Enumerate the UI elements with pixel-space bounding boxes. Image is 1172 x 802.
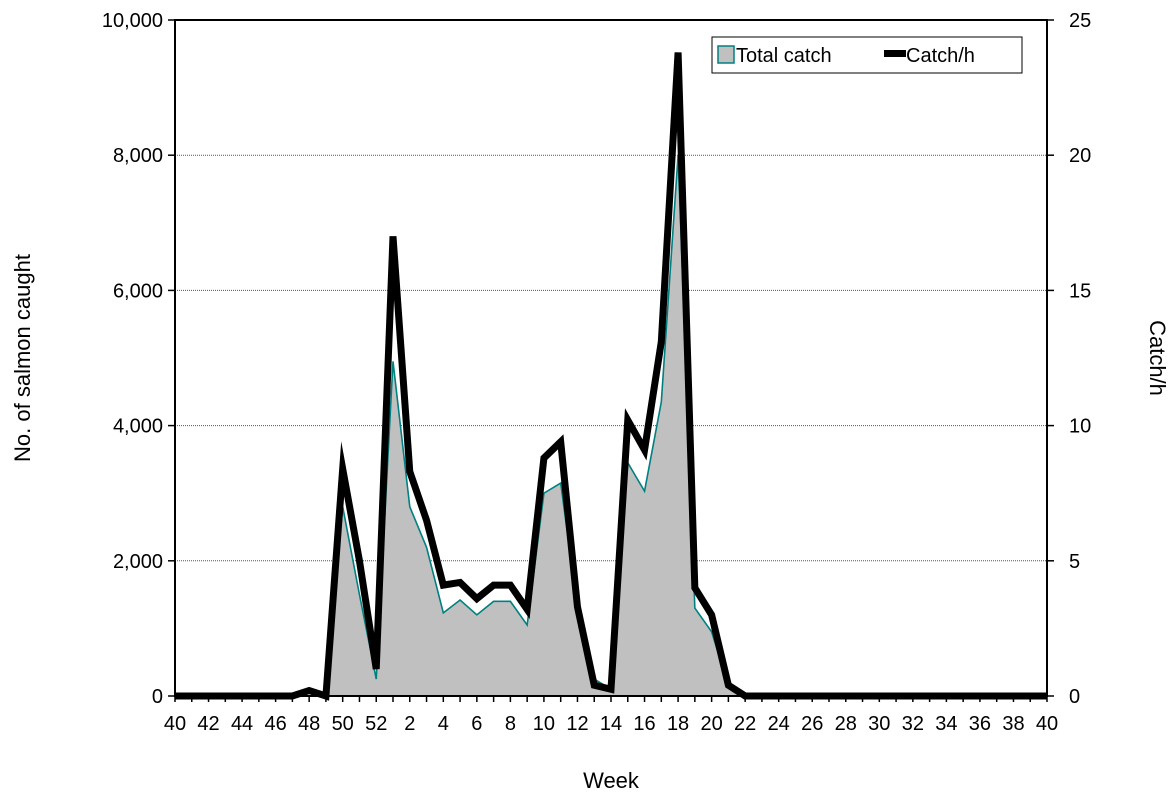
legend-box [711, 36, 1023, 74]
left-tick-label: 2,000 [113, 551, 163, 573]
x-tick-label: 14 [600, 713, 622, 735]
x-tick-label: 4 [438, 713, 449, 735]
catch-per-hour-line [175, 52, 1047, 701]
x-tick-label: 34 [935, 713, 957, 735]
x-tick-label: 2 [404, 713, 415, 735]
x-tick-label: 40 [164, 713, 186, 735]
x-tick-label: 48 [298, 713, 320, 735]
left-axis-title: No. of salmon caught [10, 254, 35, 462]
x-tick-label: 40 [1036, 713, 1058, 735]
catch-per-hour-line-layer [175, 52, 1047, 701]
x-tick-label: 16 [633, 713, 655, 735]
left-axis-ticks: 0 2,000 4,000 6,000 8,000 10,000 [102, 10, 175, 708]
right-tick-label: 15 [1069, 280, 1091, 302]
right-tick-label: 5 [1069, 551, 1080, 573]
x-tick-label: 50 [332, 713, 354, 735]
x-tick-label: 22 [734, 713, 756, 735]
x-tick-label: 38 [1002, 713, 1024, 735]
x-tick-label: 8 [505, 713, 516, 735]
legend-swatch-total-catch [717, 45, 735, 64]
left-tick-label: 8,000 [113, 145, 163, 167]
legend-swatch-catch-per-hour [884, 50, 906, 57]
plot-frame [174, 19, 1048, 697]
legend-label-total-catch: Total catch [736, 45, 832, 67]
right-tick-label: 0 [1069, 686, 1080, 708]
right-axis-title: Catch/h [1145, 320, 1170, 396]
x-tick-label: 36 [969, 713, 991, 735]
x-tick-label: 44 [231, 713, 253, 735]
left-tick-label: 6,000 [113, 280, 163, 302]
right-tick-label: 10 [1069, 416, 1091, 438]
x-tick-label: 6 [471, 713, 482, 735]
x-axis-ticks: 40 42 44 46 48 50 52 2 4 6 8 10 12 14 16 18 20 22 24 26 28 30… [164, 696, 1058, 735]
left-tick-label: 4,000 [113, 416, 163, 438]
gridlines [175, 154, 1047, 562]
x-tick-label: 46 [264, 713, 286, 735]
total-catch-area [175, 155, 1047, 696]
x-tick-label: 26 [801, 713, 823, 735]
legend: Total catch Catch/h [711, 36, 1023, 74]
x-tick-label: 20 [700, 713, 722, 735]
left-tick-label: 0 [152, 686, 163, 708]
x-tick-label: 32 [902, 713, 924, 735]
x-tick-label: 18 [667, 713, 689, 735]
x-tick-label: 30 [868, 713, 890, 735]
right-tick-label: 25 [1069, 10, 1091, 32]
legend-label-catch-per-hour: Catch/h [906, 45, 975, 67]
x-tick-label: 24 [768, 713, 790, 735]
x-tick-label: 52 [365, 713, 387, 735]
left-tick-label: 10,000 [102, 10, 163, 32]
x-tick-label: 12 [566, 713, 588, 735]
x-tick-label: 10 [533, 713, 555, 735]
right-tick-label: 20 [1069, 145, 1091, 167]
x-tick-label: 42 [197, 713, 219, 735]
x-tick-label: 28 [835, 713, 857, 735]
x-axis-title: Week [583, 768, 640, 793]
right-axis-ticks: 0 5 10 15 20 25 [1047, 10, 1091, 708]
